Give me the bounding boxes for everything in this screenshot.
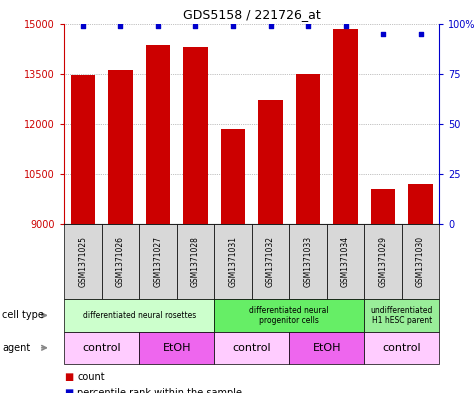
Text: control: control <box>232 343 271 353</box>
Text: GSM1371029: GSM1371029 <box>379 236 388 287</box>
Bar <box>71 75 95 393</box>
Text: cell type: cell type <box>2 310 44 320</box>
Text: control: control <box>82 343 121 353</box>
Bar <box>258 101 283 393</box>
Text: control: control <box>382 343 421 353</box>
Text: agent: agent <box>2 343 30 353</box>
Point <box>191 22 199 29</box>
Text: count: count <box>77 372 105 382</box>
Bar <box>146 45 170 393</box>
Title: GDS5158 / 221726_at: GDS5158 / 221726_at <box>183 8 321 21</box>
Text: ■: ■ <box>64 388 73 393</box>
Text: ■: ■ <box>64 372 73 382</box>
Point <box>79 22 86 29</box>
Text: GSM1371033: GSM1371033 <box>304 236 313 287</box>
Text: GSM1371030: GSM1371030 <box>416 236 425 287</box>
Point <box>267 22 275 29</box>
Bar <box>183 47 208 393</box>
Point <box>379 30 387 37</box>
Text: GSM1371032: GSM1371032 <box>266 236 275 287</box>
Text: undifferentiated
H1 hESC parent: undifferentiated H1 hESC parent <box>370 306 433 325</box>
Bar <box>333 29 358 393</box>
Text: GSM1371034: GSM1371034 <box>341 236 350 287</box>
Text: GSM1371025: GSM1371025 <box>78 236 87 287</box>
Text: GSM1371027: GSM1371027 <box>153 236 162 287</box>
Text: differentiated neural rosettes: differentiated neural rosettes <box>83 311 196 320</box>
Point <box>117 22 124 29</box>
Point <box>229 22 237 29</box>
Text: GSM1371031: GSM1371031 <box>228 236 238 287</box>
Point <box>342 22 350 29</box>
Text: EtOH: EtOH <box>313 343 341 353</box>
Bar <box>296 74 320 393</box>
Bar <box>371 189 395 393</box>
Point <box>417 30 424 37</box>
Text: percentile rank within the sample: percentile rank within the sample <box>77 388 242 393</box>
Bar <box>221 129 245 393</box>
Text: differentiated neural
progenitor cells: differentiated neural progenitor cells <box>249 306 329 325</box>
Text: GSM1371026: GSM1371026 <box>116 236 125 287</box>
Text: EtOH: EtOH <box>162 343 191 353</box>
Point <box>304 22 312 29</box>
Bar <box>108 70 133 393</box>
Bar <box>408 184 433 393</box>
Text: GSM1371028: GSM1371028 <box>191 236 200 287</box>
Point <box>154 22 162 29</box>
